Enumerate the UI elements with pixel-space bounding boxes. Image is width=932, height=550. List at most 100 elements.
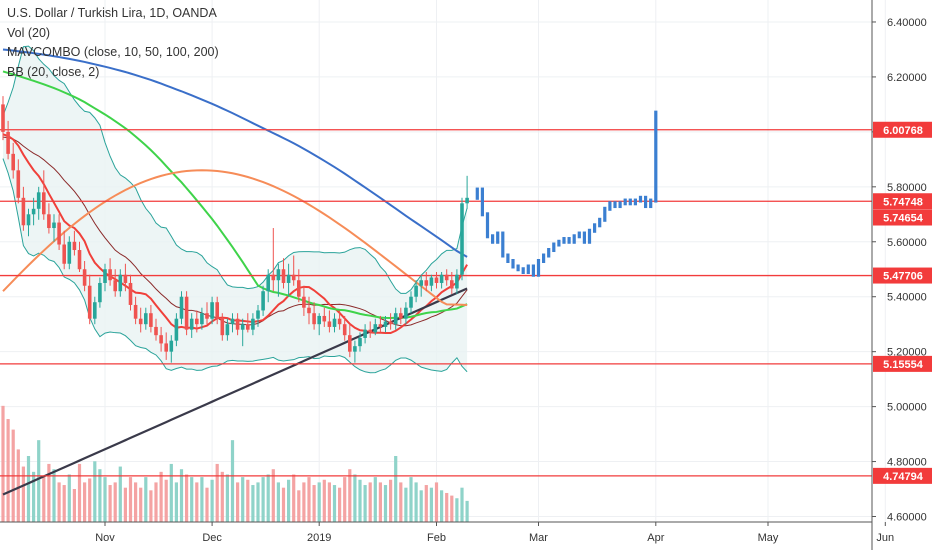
legend-title[interactable]: U.S. Dollar / Turkish Lira, 1D, OANDA <box>7 6 217 20</box>
price-labels: 6.00768 5.74748 5.47706 5.15554 4.74794 5.746… <box>873 121 932 484</box>
forecast-bar <box>577 231 581 239</box>
volume-bar <box>327 482 331 522</box>
forecast-bar <box>542 253 546 263</box>
bb-upper <box>2 45 468 294</box>
candle-body <box>21 197 26 226</box>
volume-bar <box>93 461 97 522</box>
volume-bar <box>338 487 342 522</box>
x-tick-label: Feb <box>427 532 446 544</box>
volume-bar <box>88 478 92 522</box>
candle-body <box>1 104 5 132</box>
volume-bar <box>57 482 61 522</box>
forecast-bar <box>572 234 576 244</box>
volume-bar <box>266 474 270 522</box>
volume-bar <box>169 463 173 522</box>
forecast-bar <box>623 198 627 206</box>
candle-body <box>62 244 66 264</box>
candle-body <box>317 315 321 325</box>
candle-body <box>118 274 123 292</box>
volume-bar <box>200 477 204 522</box>
forecast-bar <box>603 206 607 222</box>
candle-body <box>327 321 332 327</box>
candle-body <box>26 214 31 226</box>
level-label-box <box>873 193 932 210</box>
volume-bar <box>404 487 408 522</box>
candle-body <box>215 302 219 319</box>
candle-body <box>434 277 439 283</box>
volume-bar <box>215 463 219 522</box>
forecast-bar <box>598 217 602 228</box>
candle-body <box>383 321 388 327</box>
forecast-bar <box>608 201 612 211</box>
volume-bar <box>363 485 367 522</box>
volume-bar <box>297 490 301 522</box>
volume-bar <box>389 479 393 522</box>
legend-indicator-mavcombo[interactable]: MAVCOMBO (close, 10, 50, 100, 200) <box>7 45 219 59</box>
volume-bar <box>42 477 46 522</box>
volume-bar <box>434 482 439 522</box>
volume-bar <box>164 479 168 522</box>
volume-bar <box>424 485 428 522</box>
candle-body <box>322 315 327 322</box>
volume-bar <box>16 449 20 522</box>
volume-bar <box>144 477 148 522</box>
candle-body <box>429 277 434 286</box>
candle-body <box>138 318 143 325</box>
volume-bar <box>113 482 117 522</box>
volume-bar <box>190 477 194 522</box>
candle-body <box>195 318 199 325</box>
candle-body <box>348 335 352 352</box>
x-tick-label: Dec <box>202 532 222 544</box>
candle-body <box>103 269 107 283</box>
volume-bar <box>450 495 454 522</box>
volume-bar <box>123 487 127 522</box>
volume-bar <box>414 482 418 522</box>
volume-bar <box>343 477 347 522</box>
forecast-bar <box>654 110 658 203</box>
candle-body <box>235 318 240 330</box>
candle-body <box>47 214 51 229</box>
ma-200-ema <box>2 169 468 306</box>
forecast-bar <box>633 198 637 206</box>
bb-lower <box>2 158 468 374</box>
candle-body <box>409 296 413 308</box>
volume-bar <box>195 482 199 522</box>
candle-body <box>174 318 179 341</box>
candle-body <box>133 304 138 319</box>
forecast-bar <box>526 264 530 274</box>
candle-body <box>439 274 444 283</box>
candle-body <box>205 313 209 319</box>
volume-bar <box>307 477 311 522</box>
candle-body <box>113 280 117 292</box>
volume-bar <box>185 474 189 522</box>
volume-bar <box>236 482 240 522</box>
forecast-bar <box>587 228 592 244</box>
candle-body <box>16 170 21 198</box>
legend-indicator-bb[interactable]: BB (20, close, 2) <box>7 64 100 79</box>
volume-bar <box>149 490 153 522</box>
forecast-bar <box>521 267 525 274</box>
volume-bar <box>241 477 245 522</box>
volume-bar <box>77 463 82 522</box>
forecast-bar <box>582 231 586 244</box>
level-label: 5.15554 <box>883 359 924 371</box>
candle-body <box>307 307 311 314</box>
volume-bar <box>256 482 260 522</box>
level-label: 5.47706 <box>883 271 923 283</box>
legend-indicator-volume[interactable]: Vol (20) <box>7 25 51 40</box>
forecast-bar <box>613 201 617 209</box>
candle-body <box>342 324 347 336</box>
volume-bar <box>179 469 184 522</box>
candle-body <box>297 280 301 297</box>
forecast-bar <box>552 242 556 253</box>
y-tick-label: 5.60000 <box>887 237 927 249</box>
volume-bar <box>261 477 265 522</box>
level-label-box <box>873 467 932 484</box>
forecast-bar <box>511 259 515 269</box>
forecast-bar <box>531 264 535 277</box>
volume-bar <box>317 482 321 522</box>
volume-bar <box>62 485 66 522</box>
volume-bar <box>220 471 224 522</box>
